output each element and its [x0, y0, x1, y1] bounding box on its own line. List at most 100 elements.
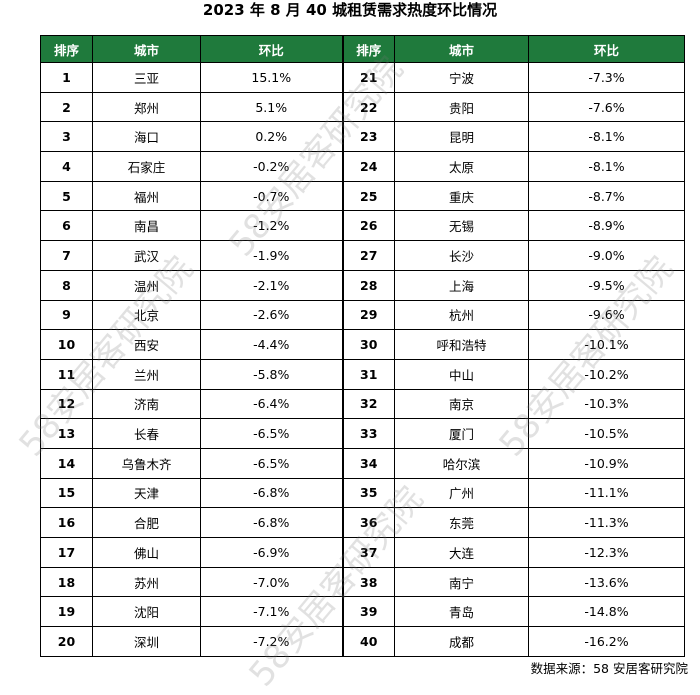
- change-cell: -10.1%: [528, 329, 685, 360]
- rank-cell: 28: [341, 269, 395, 301]
- table-body: 1 三亚 15.1% 21 宁波 -7.3% 2 郑州 5.1% 22 贵阳 -7.6% 3 海口 0.2%…: [40, 62, 685, 657]
- rank-cell: 25: [341, 180, 395, 212]
- rank-cell: 9: [40, 299, 93, 331]
- rank-cell: 19: [40, 596, 93, 628]
- change-cell: -5.8%: [200, 358, 343, 390]
- rank-cell: 32: [341, 388, 395, 420]
- city-cell: 无锡: [394, 210, 529, 242]
- rank-cell: 29: [341, 299, 395, 331]
- table-row: 19 沈阳 -7.1% 39 青岛 -14.8%: [40, 596, 685, 628]
- city-cell: 贵阳: [394, 91, 529, 123]
- city-cell: 青岛: [394, 596, 529, 628]
- header-row: 排序 城市 环比 排序 城市 环比: [40, 35, 685, 63]
- rank-cell: 18: [40, 566, 93, 598]
- rank-cell: 15: [40, 477, 93, 509]
- rank-cell: 1: [40, 62, 93, 93]
- city-cell: 重庆: [394, 180, 529, 212]
- change-cell: 0.2%: [200, 121, 343, 153]
- city-cell: 苏州: [92, 566, 201, 598]
- city-cell: 天津: [92, 477, 201, 509]
- change-cell: -1.2%: [200, 210, 343, 242]
- city-cell: 乌鲁木齐: [92, 447, 201, 479]
- city-cell: 深圳: [92, 626, 201, 657]
- change-cell: -6.4%: [200, 388, 343, 420]
- city-cell: 杭州: [394, 299, 529, 331]
- change-cell: -6.8%: [200, 507, 343, 538]
- change-cell: -16.2%: [528, 626, 685, 657]
- city-cell: 广州: [394, 477, 529, 509]
- city-cell: 宁波: [394, 62, 529, 93]
- change-cell: -10.9%: [528, 447, 685, 479]
- table-row: 2 郑州 5.1% 22 贵阳 -7.6%: [40, 91, 685, 123]
- rank-cell: 10: [40, 329, 93, 360]
- change-cell: -0.7%: [200, 180, 343, 212]
- rank-cell: 5: [40, 180, 93, 212]
- change-cell: -6.5%: [200, 447, 343, 479]
- change-cell: -8.9%: [528, 210, 685, 242]
- change-cell: -7.1%: [200, 596, 343, 628]
- table-row: 13 长春 -6.5% 33 厦门 -10.5%: [40, 418, 685, 449]
- table-row: 3 海口 0.2% 23 昆明 -8.1%: [40, 121, 685, 153]
- change-cell: -9.5%: [528, 269, 685, 301]
- rank-cell: 4: [40, 151, 93, 182]
- change-cell: 5.1%: [200, 91, 343, 123]
- change-cell: -8.7%: [528, 180, 685, 212]
- body: 2023 年 8 月 40 城租赁需求热度环比情况 排序 城市 环比 排序 城市 环比 1…: [11, 1, 688, 695]
- rank-cell: 33: [341, 418, 395, 449]
- table-row: 18 苏州 -7.0% 38 南宁 -13.6%: [40, 566, 685, 598]
- change-cell: -9.0%: [528, 240, 685, 271]
- city-cell: 北京: [92, 299, 201, 331]
- city-cell: 呼和浩特: [394, 329, 529, 360]
- rank-cell: 2: [40, 91, 93, 123]
- rank-cell: 22: [341, 91, 395, 123]
- city-cell: 合肥: [92, 507, 201, 538]
- header-cell: 环比: [528, 35, 685, 63]
- city-cell: 大连: [394, 537, 529, 568]
- change-cell: -6.9%: [200, 537, 343, 568]
- source: 数据来源：58 安居客研究院: [530, 661, 688, 676]
- city-cell: 昆明: [394, 121, 529, 153]
- table-row: 4 石家庄 -0.2% 24 太原 -8.1%: [40, 151, 685, 182]
- change-cell: -2.6%: [200, 299, 343, 331]
- city-cell: 南宁: [394, 566, 529, 598]
- table-row: 17 佛山 -6.9% 37 大连 -12.3%: [40, 537, 685, 568]
- change-cell: -14.8%: [528, 596, 685, 628]
- change-cell: -6.5%: [200, 418, 343, 449]
- city-cell: 济南: [92, 388, 201, 420]
- table-row: 5 福州 -0.7% 25 重庆 -8.7%: [40, 180, 685, 212]
- rank-cell: 11: [40, 358, 93, 390]
- table-row: 6 南昌 -1.2% 26 无锡 -8.9%: [40, 210, 685, 242]
- header-cell: 城市: [394, 35, 529, 63]
- rank-cell: 7: [40, 240, 93, 271]
- change-cell: -10.2%: [528, 358, 685, 390]
- city-cell: 西安: [92, 329, 201, 360]
- city-cell: 哈尔滨: [394, 447, 529, 479]
- rank-cell: 14: [40, 447, 93, 479]
- change-cell: -10.5%: [528, 418, 685, 449]
- rank-cell: 21: [341, 62, 395, 93]
- rank-cell: 38: [341, 566, 395, 598]
- rank-cell: 8: [40, 269, 93, 301]
- rank-cell: 17: [40, 537, 93, 568]
- table-row: 7 武汉 -1.9% 27 长沙 -9.0%: [40, 240, 685, 271]
- page: {"title": "2023 年 8 月 40 城租赁需求热度环比情况", "…: [11, 1, 688, 695]
- table-row: 14 乌鲁木齐 -6.5% 34 哈尔滨 -10.9%: [40, 447, 685, 479]
- rank-cell: 20: [40, 626, 93, 657]
- city-cell: 太原: [394, 151, 529, 182]
- table-row: 15 天津 -6.8% 35 广州 -11.1%: [40, 477, 685, 509]
- table-row: 12 济南 -6.4% 32 南京 -10.3%: [40, 388, 685, 420]
- table-row: 1 三亚 15.1% 21 宁波 -7.3%: [40, 62, 685, 93]
- city-cell: 上海: [394, 269, 529, 301]
- city-cell: 南昌: [92, 210, 201, 242]
- table-row: 8 温州 -2.1% 28 上海 -9.5%: [40, 269, 685, 301]
- rank-cell: 34: [341, 447, 395, 479]
- change-cell: -7.3%: [528, 62, 685, 93]
- city-cell: 长沙: [394, 240, 529, 271]
- city-cell: 温州: [92, 269, 201, 301]
- change-cell: -11.1%: [528, 477, 685, 509]
- rank-cell: 36: [341, 507, 395, 538]
- table: 排序 城市 环比 排序 城市 环比 1 三亚 15.1% 21 宁波 -7.3% 2 郑州 5.1% 22 贵…: [40, 35, 685, 657]
- change-cell: -13.6%: [528, 566, 685, 598]
- city-cell: 成都: [394, 626, 529, 657]
- rank-cell: 26: [341, 210, 395, 242]
